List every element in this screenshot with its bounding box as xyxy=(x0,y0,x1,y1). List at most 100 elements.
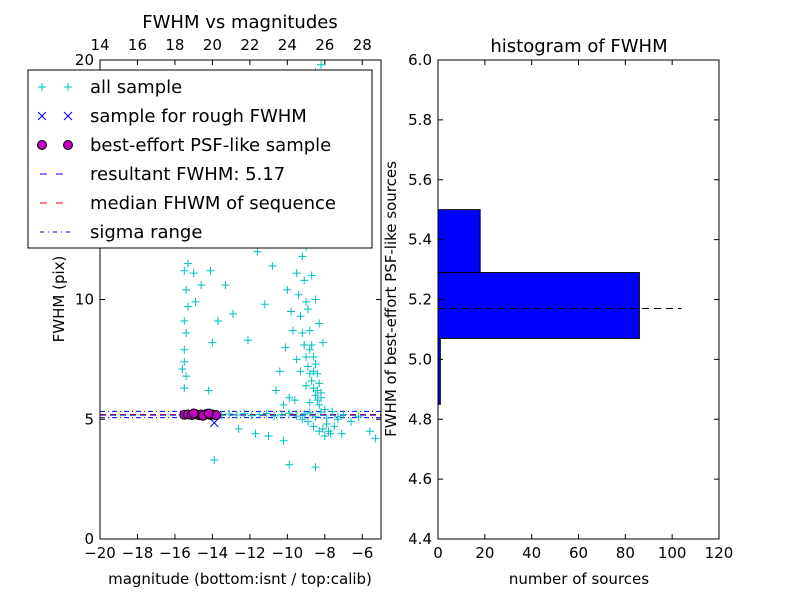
top-x-tick-label: 20 xyxy=(203,36,222,54)
point-series-0 xyxy=(292,269,301,278)
histogram-plot-frame xyxy=(437,59,720,540)
point-series-0 xyxy=(180,357,189,366)
top-x-tick-label: 28 xyxy=(353,36,372,54)
point-series-0 xyxy=(225,409,234,418)
point-series-0 xyxy=(300,341,309,350)
point-series-0 xyxy=(315,319,324,328)
point-series-0 xyxy=(302,297,311,306)
point-series-0 xyxy=(294,290,303,299)
top-x-tick-label: 16 xyxy=(128,36,147,54)
point-series-0 xyxy=(208,338,217,347)
point-series-0 xyxy=(262,409,271,418)
point-series-0 xyxy=(197,281,206,290)
y-tick-label-top: 20 xyxy=(75,51,94,69)
point-series-0 xyxy=(317,393,326,402)
point-series-0 xyxy=(320,405,329,414)
scatter-ylabel: FWHM (pix) xyxy=(50,256,68,343)
hist-x-tick-label: 20 xyxy=(475,544,494,562)
hist-y-tick-label: 5.0 xyxy=(408,350,432,368)
point-series-0 xyxy=(275,367,284,376)
point-series-0 xyxy=(300,409,309,418)
point-series-0 xyxy=(191,297,200,306)
histogram-ticks: 0 20 40 60 80 100 120 4.4 4.6 4.8 5.0 5.2 5.4 5.6 5.8 6… xyxy=(408,51,733,562)
point-series-0 xyxy=(333,415,342,424)
point-series-0 xyxy=(311,391,320,400)
point-series-0 xyxy=(287,307,296,316)
point-series-0 xyxy=(296,367,305,376)
x-tick-label: −8 xyxy=(314,544,336,562)
point-series-0 xyxy=(283,285,292,294)
hist-x-tick-label: 100 xyxy=(658,544,687,562)
point-series-0 xyxy=(277,410,286,419)
point-series-0 xyxy=(285,393,294,402)
point-series-0 xyxy=(229,309,238,318)
x-tick-label: −12 xyxy=(234,544,266,562)
hist-y-tick-label: 4.6 xyxy=(408,470,432,488)
point-series-0 xyxy=(307,271,316,280)
point-series-0 xyxy=(347,417,356,426)
point-series-0 xyxy=(298,252,307,261)
point-series-0 xyxy=(255,410,264,419)
hist-y-tick-label: 5.8 xyxy=(408,111,432,129)
point-series-0 xyxy=(288,326,297,335)
top-x-tick-label: 14 xyxy=(90,36,109,54)
point-series-0 xyxy=(178,364,187,373)
histogram-bars xyxy=(437,209,682,405)
point-series-0 xyxy=(290,396,299,405)
top-x-tick-label: 18 xyxy=(165,36,184,54)
point-series-0 xyxy=(240,409,249,418)
point-series-0 xyxy=(234,424,243,433)
point-series-0 xyxy=(268,261,277,270)
hist-x-tick-label: 40 xyxy=(522,544,541,562)
hist-x-tick-label: 120 xyxy=(705,544,734,562)
point-series-0 xyxy=(182,372,191,381)
point-series-0 xyxy=(180,317,189,326)
point-series-0 xyxy=(182,329,191,338)
point-series-0 xyxy=(232,410,241,419)
point-series-0 xyxy=(272,386,281,395)
point-series-0 xyxy=(180,266,189,275)
legend-marker-0 xyxy=(38,83,46,91)
point-series-0 xyxy=(281,343,290,352)
legend-label-4: median FHWM of sequence xyxy=(90,193,336,214)
x-tick-label: −16 xyxy=(159,544,191,562)
point-series-0 xyxy=(320,432,329,441)
point-series-0 xyxy=(204,386,213,395)
point-series-0 xyxy=(251,429,260,438)
point-series-0 xyxy=(292,355,301,364)
x-tick-label: −6 xyxy=(351,544,373,562)
x-tick-label: −14 xyxy=(197,544,229,562)
point-series-0 xyxy=(305,408,314,417)
point-series-2 xyxy=(188,408,199,419)
histogram-ylabel: FWHM of best-effort PSF-like sources xyxy=(382,161,400,437)
point-series-0 xyxy=(253,247,262,256)
point-series-0 xyxy=(292,412,301,421)
point-series-0 xyxy=(210,455,219,464)
point-series-0 xyxy=(303,417,312,426)
point-series-0 xyxy=(337,429,346,438)
legend-marker-1 xyxy=(63,111,73,121)
point-series-0 xyxy=(302,381,311,390)
point-series-0 xyxy=(322,420,331,429)
histogram-xlabel: number of sources xyxy=(509,570,649,588)
point-series-0 xyxy=(318,424,327,433)
point-series-2 xyxy=(203,408,214,419)
point-series-0 xyxy=(300,276,309,285)
x-tick-label: −10 xyxy=(272,544,304,562)
point-series-0 xyxy=(311,412,320,421)
hist-x-tick-label: 0 xyxy=(433,544,443,562)
point-series-0 xyxy=(264,432,273,441)
hist-y-tick-label: 4.8 xyxy=(408,410,432,428)
point-series-0 xyxy=(307,341,316,350)
point-series-0 xyxy=(313,386,322,395)
point-series-0 xyxy=(309,352,318,361)
scatter-legend: all sample sample for rough FWHM best-effo… xyxy=(27,69,373,249)
hist-x-tick-label: 80 xyxy=(616,544,635,562)
legend-label-3: resultant FWHM: 5.17 xyxy=(90,164,285,185)
point-series-0 xyxy=(298,415,307,424)
point-series-0 xyxy=(309,367,318,376)
point-series-0 xyxy=(315,379,324,388)
histogram-panel: histogram of FWHM number of sources FWHM… xyxy=(382,36,733,588)
point-series-0 xyxy=(206,266,215,275)
